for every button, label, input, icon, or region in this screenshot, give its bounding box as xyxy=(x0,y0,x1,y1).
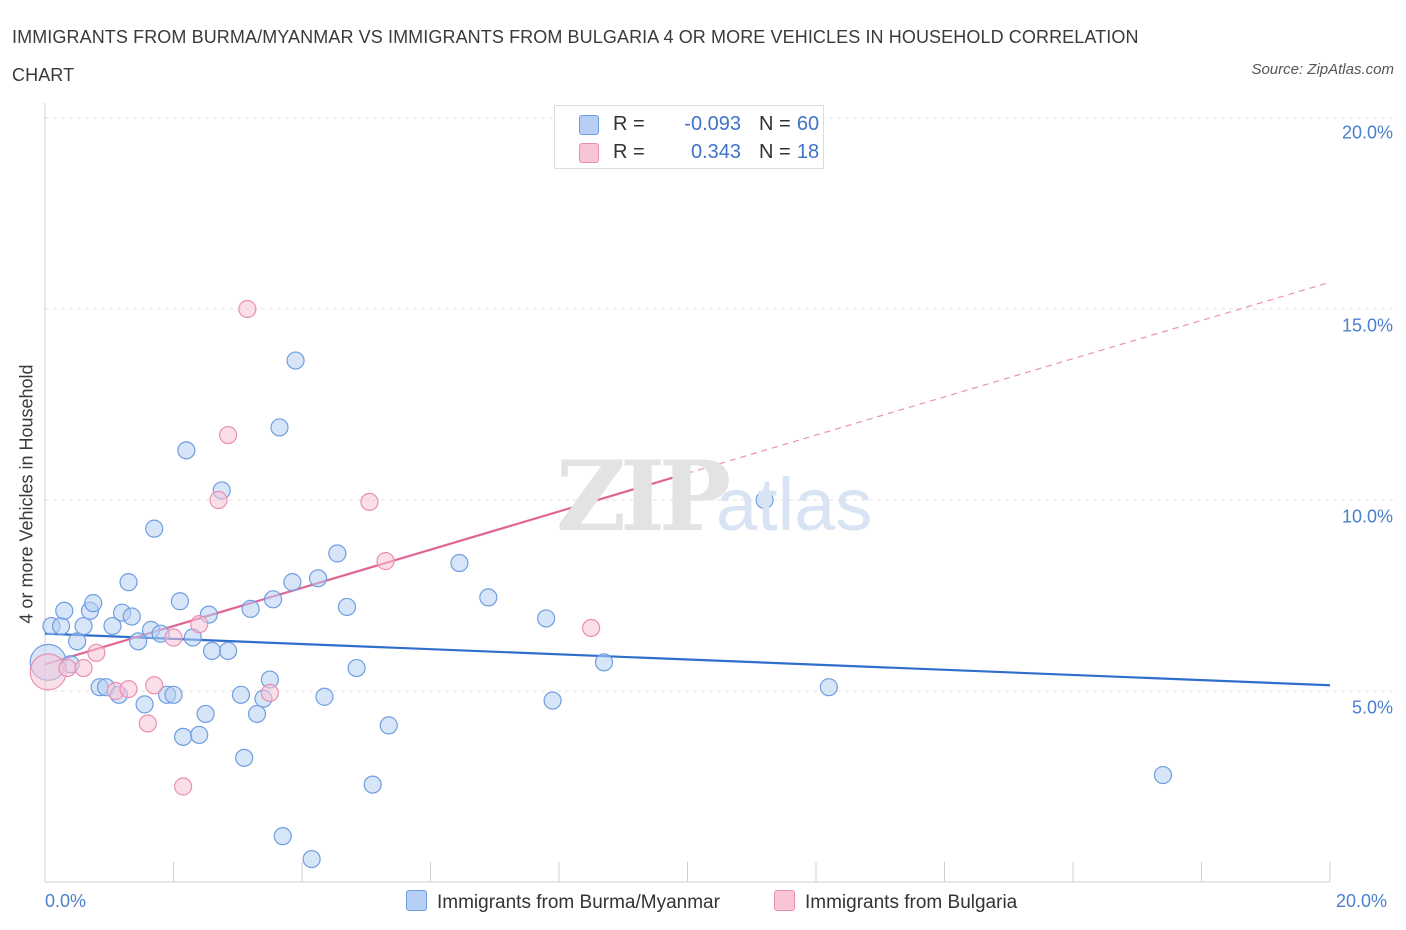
data-point-burma xyxy=(247,704,267,724)
data-point-burma xyxy=(235,748,254,767)
data-point-burma xyxy=(202,641,222,660)
watermark-atlas: atlas xyxy=(716,463,873,546)
data-point-burma xyxy=(190,725,209,745)
data-point-burma xyxy=(177,441,196,460)
legend-item-bulgaria: Immigrants from Bulgaria xyxy=(774,890,1017,914)
data-point-burma xyxy=(1153,765,1173,785)
data-point-burma xyxy=(231,685,251,704)
data-point-burma xyxy=(328,544,347,563)
data-point-burma xyxy=(51,616,71,636)
legend-label-burma: Immigrants from Burma/Myanmar xyxy=(437,892,720,913)
data-point-burma xyxy=(219,641,238,660)
data-point-burma xyxy=(196,704,215,724)
data-point-burma xyxy=(164,685,183,704)
legend-swatch-blue xyxy=(406,890,427,911)
data-point-bulgaria xyxy=(260,683,279,703)
data-point-burma xyxy=(308,569,328,588)
data-point-burma xyxy=(145,519,164,538)
axes xyxy=(44,103,1331,883)
y-tick-label-20: 20.0% xyxy=(1341,122,1393,143)
data-point-burma xyxy=(286,351,305,370)
data-point-burma xyxy=(450,553,469,573)
data-point-burma xyxy=(379,716,398,735)
legend-swatch-pink xyxy=(774,890,795,911)
legend-swatch-pink xyxy=(579,143,599,163)
y-tick-label-10: 10.0% xyxy=(1341,506,1393,527)
data-point-burma xyxy=(819,678,838,697)
data-point-bulgaria xyxy=(209,490,228,510)
data-point-burma xyxy=(363,775,382,794)
legend-r-value: 0.343 xyxy=(690,141,741,163)
trend-line-burma xyxy=(44,632,1331,687)
x-tick-label-0: 0.0% xyxy=(45,891,87,911)
data-point-burma xyxy=(263,590,283,609)
data-point-burma xyxy=(103,616,122,636)
data-point-bulgaria xyxy=(219,425,238,445)
x-tick-label-20: 20.0% xyxy=(1336,891,1388,911)
legend-r-label: R = xyxy=(613,113,645,135)
legend-n-label: N = xyxy=(759,141,791,163)
data-point-bulgaria xyxy=(145,676,164,695)
source-label: Source: ZipAtlas.com xyxy=(1251,61,1394,78)
data-point-bulgaria xyxy=(58,658,77,678)
data-point-bulgaria xyxy=(87,643,106,662)
y-tick-label-15: 15.0% xyxy=(1341,315,1393,336)
data-point-burma xyxy=(594,653,614,672)
data-point-bulgaria xyxy=(360,492,379,512)
legend-r-value: -0.093 xyxy=(684,113,741,135)
data-point-burma xyxy=(537,609,556,628)
data-point-burma xyxy=(270,418,289,437)
data-point-burma xyxy=(119,573,138,592)
data-point-burma xyxy=(129,632,148,651)
data-point-bulgaria xyxy=(138,714,157,733)
data-point-bulgaria xyxy=(74,658,93,678)
data-point-burma xyxy=(241,599,260,618)
legend-label-bulgaria: Immigrants from Bulgaria xyxy=(805,892,1018,913)
data-point-burma xyxy=(755,490,774,510)
data-point-burma xyxy=(315,687,334,706)
data-point-burma xyxy=(273,827,292,846)
data-point-burma xyxy=(174,727,193,746)
data-point-bulgaria xyxy=(376,552,395,571)
data-point-bulgaria xyxy=(119,679,138,699)
data-point-burma xyxy=(543,691,562,710)
y-axis-label: 4 or more Vehicles in Household xyxy=(16,364,37,624)
legend-n-label: N = xyxy=(759,113,791,135)
trend-line-extension xyxy=(687,281,1331,474)
data-point-burma xyxy=(55,601,74,620)
data-point-burma xyxy=(170,592,190,611)
data-point-burma xyxy=(74,616,93,636)
chart-title: IMMIGRANTS FROM BURMA/MYANMAR VS IMMIGRA… xyxy=(12,27,1139,85)
legend-r-label: R = xyxy=(613,141,645,163)
legend-n-value: 60 xyxy=(796,113,820,135)
data-point-bulgaria xyxy=(174,777,193,796)
data-point-burma xyxy=(347,658,366,678)
legend-swatch-blue xyxy=(579,115,599,135)
y-tick-label-5: 5.0% xyxy=(1351,697,1393,718)
correlation-legend: R = -0.093 N = 60 R = 0.343 N = 18 xyxy=(554,105,824,169)
data-point-burma xyxy=(68,632,87,651)
data-point-bulgaria xyxy=(164,628,183,647)
data-points xyxy=(29,299,1173,869)
data-point-burma xyxy=(84,594,103,613)
data-point-bulgaria xyxy=(582,618,601,638)
legend-n-value: 18 xyxy=(796,141,820,163)
data-point-bulgaria xyxy=(238,299,257,319)
data-point-bulgaria xyxy=(190,615,209,634)
data-point-burma xyxy=(479,588,498,607)
data-point-burma xyxy=(122,607,141,626)
data-point-burma xyxy=(135,695,154,714)
data-point-burma xyxy=(337,597,357,617)
legend-item-burma: Immigrants from Burma/Myanmar xyxy=(406,890,720,914)
data-point-burma xyxy=(283,573,302,592)
data-point-burma xyxy=(302,849,321,869)
watermark-zip: ZIP xyxy=(556,440,731,553)
